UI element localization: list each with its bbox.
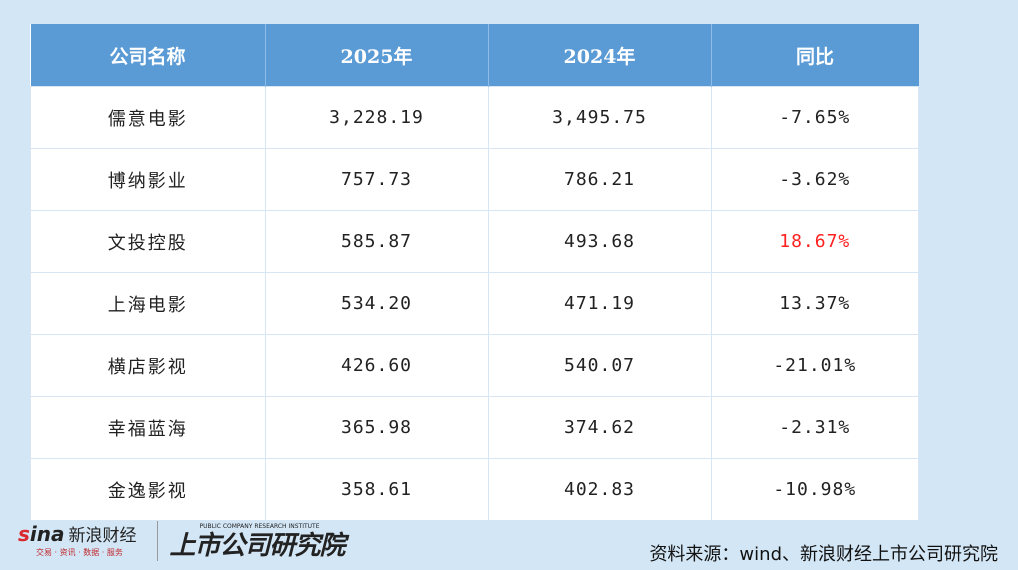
header-row: 公司名称 2025年 2024年 同比	[30, 24, 919, 87]
cell-company: 博纳影业	[30, 148, 266, 211]
cell-2024: 374.62	[487, 396, 712, 459]
table-row: 上海电影 534.20 471.19 13.37%	[30, 272, 919, 335]
header-2024: 2024年	[488, 24, 712, 87]
cell-yoy: 13.37%	[710, 272, 919, 335]
cell-yoy: -3.62%	[710, 148, 919, 211]
institute-name: 上市公司研究院	[169, 530, 346, 561]
cell-2024: 402.83	[487, 458, 712, 521]
cell-2024: 3,495.75	[487, 86, 712, 149]
data-table: 公司名称 2025年 2024年 同比 儒意电影 3,228.19 3,495.75…	[30, 24, 919, 521]
cell-company: 横店影视	[30, 334, 266, 397]
cell-yoy: -21.01%	[710, 334, 919, 397]
cell-yoy: -10.98%	[710, 458, 919, 521]
logo-divider	[156, 521, 158, 561]
cell-2025: 365.98	[264, 396, 489, 459]
table-row: 幸福蓝海 365.98 374.62 -2.31%	[30, 396, 919, 459]
cell-2025: 585.87	[264, 210, 489, 273]
institute-en: PUBLIC COMPANY RESEARCH INSTITUTE	[199, 522, 320, 530]
sina-slogan: 交易 · 资讯 · 数据 · 服务	[36, 548, 123, 557]
cell-2025: 358.61	[264, 458, 489, 521]
cell-2025: 3,228.19	[264, 86, 489, 149]
cell-company: 文投控股	[30, 210, 266, 273]
cell-2025: 426.60	[264, 334, 489, 397]
table-row: 博纳影业 757.73 786.21 -3.62%	[30, 148, 919, 211]
sina-row: sina 新浪财经	[18, 524, 137, 545]
cell-company: 金逸影视	[30, 458, 266, 521]
header-2025: 2025年	[265, 24, 489, 87]
cell-2025: 534.20	[264, 272, 489, 335]
table-row: 横店影视 426.60 540.07 -21.01%	[30, 334, 919, 397]
cell-yoy: -7.65%	[710, 86, 919, 149]
header-company: 公司名称	[30, 24, 266, 87]
table-row: 儒意电影 3,228.19 3,495.75 -7.65%	[30, 86, 919, 149]
institute-logo: PUBLIC COMPANY RESEARCH INSTITUTE 上市公司研究…	[169, 522, 346, 561]
table-row: 金逸影视 358.61 402.83 -10.98%	[30, 458, 919, 521]
sina-finance-logo: sina 新浪财经 交易 · 资讯 · 数据 · 服务 PUBLIC COMPA…	[18, 516, 346, 566]
cell-2024: 540.07	[487, 334, 712, 397]
cell-company: 儒意电影	[30, 86, 266, 149]
cell-yoy: 18.67%	[710, 210, 919, 273]
cell-2024: 493.68	[487, 210, 712, 273]
cell-company: 上海电影	[30, 272, 266, 335]
cell-yoy: -2.31%	[710, 396, 919, 459]
cell-company: 幸福蓝海	[30, 396, 266, 459]
cell-2024: 786.21	[487, 148, 712, 211]
sina-logo: sina	[18, 522, 65, 546]
cell-2024: 471.19	[487, 272, 712, 335]
table-row: 文投控股 585.87 493.68 18.67%	[30, 210, 919, 273]
source-note: 资料来源：wind、新浪财经上市公司研究院	[649, 544, 998, 565]
cell-2025: 757.73	[264, 148, 489, 211]
sina-brand: 新浪财经	[68, 526, 137, 546]
sina-block: sina 新浪财经 交易 · 资讯 · 数据 · 服务	[18, 524, 137, 558]
header-yoy: 同比	[711, 24, 919, 87]
